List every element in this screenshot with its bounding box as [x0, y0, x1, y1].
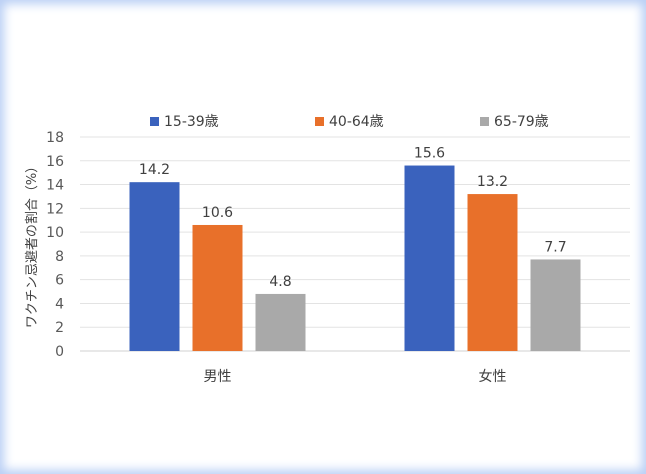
bar: [129, 182, 180, 351]
bar: [192, 224, 243, 351]
data-label: 7.7: [544, 239, 566, 255]
legend-swatch: [150, 117, 159, 126]
bar: [467, 194, 518, 351]
legend-swatch: [480, 117, 489, 126]
y-tick-label: 4: [55, 296, 64, 312]
y-tick-label: 2: [55, 320, 64, 336]
bar: [255, 293, 306, 351]
data-label: 10.6: [202, 205, 233, 221]
y-tick-label: 0: [55, 344, 64, 360]
data-label: 13.2: [477, 174, 508, 190]
y-tick-label: 10: [46, 225, 64, 241]
bar: [530, 259, 581, 351]
y-tick-label: 18: [46, 130, 64, 146]
y-axis-title: ワクチン忌避者の割合（%）: [24, 160, 40, 328]
y-tick-label: 14: [46, 178, 64, 194]
data-label: 14.2: [139, 162, 170, 178]
legend-label: 65-79歳: [494, 114, 549, 130]
x-category-label: 男性: [204, 369, 232, 385]
data-label: 4.8: [269, 274, 291, 290]
x-category-label: 女性: [479, 368, 507, 385]
y-tick-label: 16: [46, 154, 64, 170]
legend-swatch: [315, 117, 324, 126]
data-label: 15.6: [414, 146, 445, 162]
y-tick-label: 8: [55, 249, 64, 265]
y-tick-label: 6: [55, 273, 64, 289]
legend-label: 15-39歳: [164, 114, 219, 130]
y-tick-label: 12: [46, 201, 64, 217]
bar: [404, 165, 455, 351]
legend-label: 40-64歳: [329, 114, 384, 130]
